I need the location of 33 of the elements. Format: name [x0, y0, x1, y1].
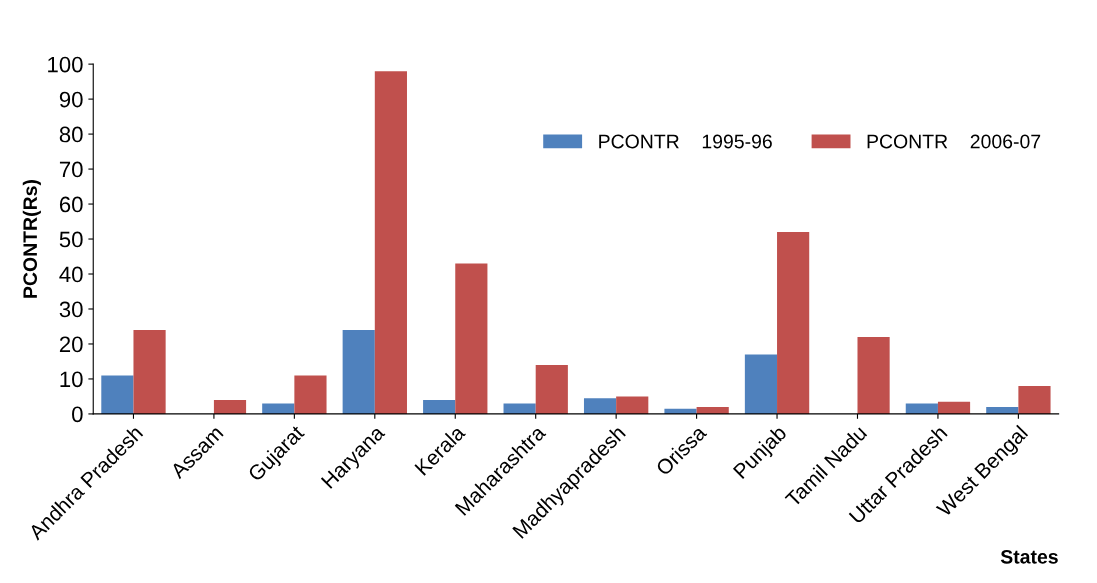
y-tick-label: 40 — [59, 266, 83, 283]
bar — [342, 329, 375, 414]
y-tick-label: 30 — [59, 301, 83, 318]
bar — [857, 336, 890, 414]
bar — [374, 71, 407, 414]
bar — [262, 403, 295, 414]
y-tick-label: 100 — [48, 56, 83, 73]
y-tick-label: 80 — [59, 126, 83, 143]
x-axis-title: States — [1000, 549, 1058, 564]
y-tick-label: 10 — [60, 371, 83, 388]
legend-label: PCONTR 2006-07 — [867, 134, 1041, 149]
y-tick-label: 60 — [59, 196, 83, 213]
bar — [213, 399, 247, 414]
bar — [583, 398, 617, 414]
bar — [503, 403, 536, 414]
bar — [101, 375, 134, 414]
bar — [744, 354, 778, 414]
y-tick-label: 70 — [59, 161, 83, 178]
bar — [423, 399, 456, 414]
y-tick-label: 0 — [72, 406, 83, 423]
bar — [294, 375, 327, 414]
bar — [905, 403, 938, 414]
bar — [777, 232, 810, 414]
legend-label: PCONTR 1995-96 — [599, 134, 772, 149]
bar — [616, 396, 649, 414]
bar — [535, 364, 568, 414]
y-tick-label: 90 — [59, 91, 83, 108]
y-axis-title: PCONTR(Rs) — [22, 180, 41, 298]
bar — [133, 329, 166, 414]
y-tick-label: 50 — [59, 231, 83, 248]
y-tick-label: 20 — [59, 336, 83, 353]
bar — [1018, 385, 1051, 414]
bar — [455, 263, 488, 414]
